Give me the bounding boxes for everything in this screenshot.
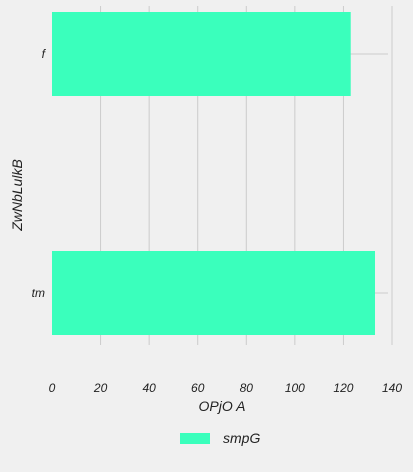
legend-label: smpG <box>223 430 260 446</box>
x-tick-labels: 0 20 40 60 80 100 120 140 <box>49 381 403 395</box>
x-tick-label: 120 <box>333 381 353 395</box>
y-tick-label: tm <box>32 286 45 300</box>
y-axis-title: ZwNbLulkB <box>9 159 25 232</box>
bar-f <box>52 12 351 96</box>
bars-group <box>52 12 375 335</box>
x-tick-label: 140 <box>382 381 402 395</box>
legend-swatch <box>180 433 210 444</box>
y-tick-label: f <box>42 47 47 61</box>
x-tick-label: 40 <box>142 381 156 395</box>
y-tick-labels: f tm <box>32 47 47 300</box>
x-tick-label: 80 <box>240 381 254 395</box>
bar-tm <box>52 251 375 335</box>
x-tick-label: 0 <box>49 381 56 395</box>
x-tick-label: 60 <box>191 381 205 395</box>
x-tick-label: 20 <box>93 381 108 395</box>
x-tick-label: 100 <box>285 381 305 395</box>
x-axis-title: OPjO A <box>199 398 246 414</box>
legend: smpG <box>180 430 260 446</box>
